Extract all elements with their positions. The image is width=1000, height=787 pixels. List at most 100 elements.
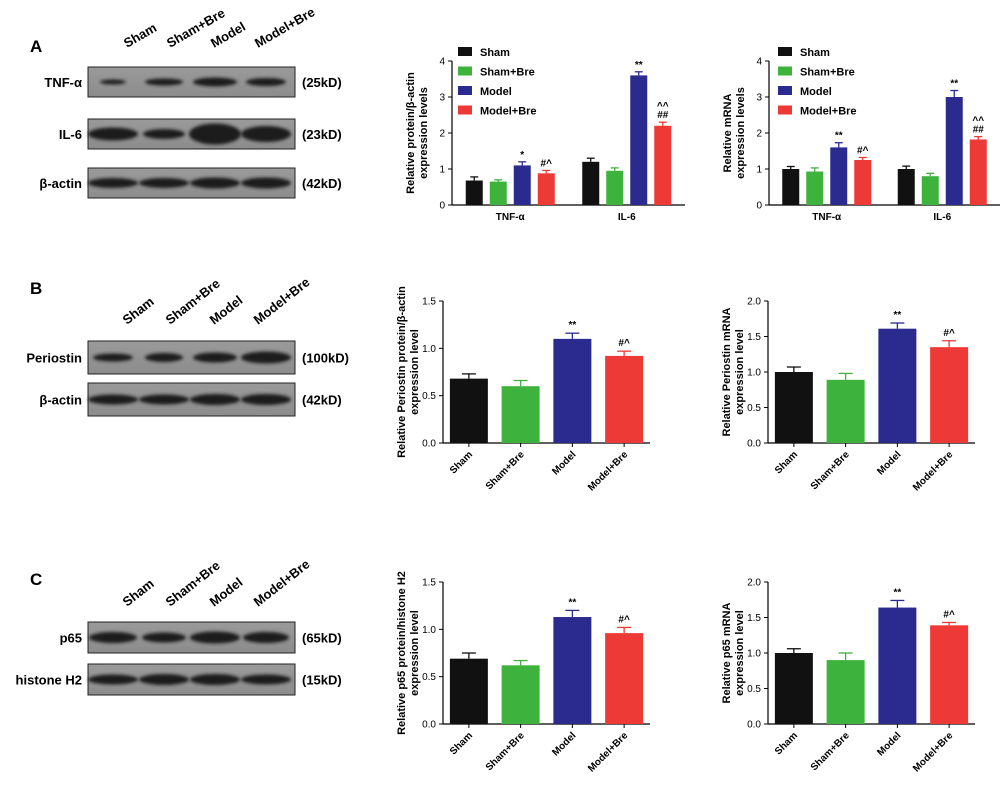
bar <box>854 160 872 205</box>
y-axis-label-line: expression levels <box>418 87 430 179</box>
y-axis-label-line: Relative mRNA <box>722 94 734 173</box>
blot-band <box>139 394 189 405</box>
blot-row-label: Periostin <box>26 351 82 366</box>
x-tick-label: TNF-α <box>496 212 526 223</box>
x-tick-label: Model+Bre <box>911 730 955 774</box>
blot-band <box>190 177 240 189</box>
x-tick-label: Model+Bre <box>911 449 955 493</box>
legend-swatch <box>778 47 792 56</box>
bar <box>930 625 969 724</box>
significance-mark: ^^ <box>972 116 984 127</box>
legend-label: Model+Bre <box>800 106 857 118</box>
legend-swatch <box>458 105 472 115</box>
panel-label-C: C <box>30 570 42 589</box>
x-tick-label: Sham+Bre <box>809 449 852 492</box>
y-tick-label: 0 <box>756 201 762 212</box>
y-tick-label: 0 <box>439 201 445 212</box>
legend-swatch <box>778 66 792 76</box>
blot-size-label: (42kD) <box>302 393 342 408</box>
blot-size-label: (42kD) <box>302 176 342 191</box>
y-tick-label: 1.5 <box>422 578 436 589</box>
y-tick-label: 2 <box>439 129 445 140</box>
significance-mark: ## <box>657 110 669 121</box>
bar <box>605 633 644 724</box>
lane-label-B: Model+Bre <box>251 274 313 327</box>
lane-label-A: Model+Bre <box>252 4 317 50</box>
blot-row-label: histone H2 <box>16 673 82 688</box>
blot-row-label: IL-6 <box>59 127 82 142</box>
y-tick-label: 4 <box>756 57 762 68</box>
y-axis-label: Relative p65 protein/histone H2expressio… <box>396 571 421 735</box>
legend-label: Sham+Bre <box>480 67 535 79</box>
blot-band <box>100 79 126 85</box>
significance-mark: ** <box>835 131 843 142</box>
bar <box>654 125 672 205</box>
bar <box>553 338 592 443</box>
y-tick-label: 1 <box>439 165 445 176</box>
legend-label: Sham <box>800 47 830 59</box>
bar <box>465 180 483 205</box>
significance-mark: ** <box>568 320 576 331</box>
x-tick-label: Sham <box>773 449 800 476</box>
blot-band <box>241 126 291 142</box>
legend-label: Sham <box>480 47 510 59</box>
blot-band <box>190 394 240 405</box>
bar <box>782 169 800 205</box>
significance-mark: #^ <box>618 614 630 625</box>
legend-label: Model <box>800 86 832 98</box>
significance-mark: ** <box>568 597 576 608</box>
y-axis-label-line: expression level <box>734 610 746 696</box>
bar <box>945 97 963 205</box>
y-axis-label-line: Relative p65 protein/histone H2 <box>396 571 408 735</box>
blot-band <box>139 178 189 188</box>
legend-swatch <box>778 86 792 95</box>
blot-row-label: β-actin <box>39 393 82 408</box>
panel-label-A: A <box>30 37 42 56</box>
y-axis-label-line: Relative p65 mRNA <box>721 603 733 704</box>
y-tick-label: 0.5 <box>747 684 761 695</box>
blot-band <box>145 353 183 362</box>
blot-row-label: TNF-α <box>44 75 82 90</box>
lane-label-B: Model <box>207 292 246 327</box>
legend-swatch <box>458 47 472 56</box>
y-axis-label-line: Relative Periostin mRNA <box>721 307 733 436</box>
y-tick-label: 4 <box>439 57 445 68</box>
blot-band <box>145 78 183 86</box>
chart-A1: 0 1 2 3 4 Relative protein/β-actinexpression … <box>405 47 685 223</box>
bar <box>897 169 915 205</box>
significance-mark: ** <box>950 79 958 90</box>
bar <box>774 653 813 724</box>
blot-band <box>246 78 286 86</box>
bar <box>501 665 540 724</box>
y-tick-label: 1 <box>756 165 762 176</box>
x-tick-label: Model <box>550 730 578 758</box>
bar <box>826 660 865 724</box>
y-axis-label-line: expression level <box>409 329 421 415</box>
y-tick-label: 2.0 <box>747 578 761 589</box>
bar <box>630 75 648 206</box>
y-axis-label: Relative Periostin protein/β-actinexpres… <box>396 286 421 458</box>
blot-band <box>241 394 291 405</box>
blot-band <box>88 394 138 405</box>
y-tick-label: 1.5 <box>747 332 761 343</box>
chart-A2: 0 1 2 3 4 Relative mRNAexpression levels ** #^ T… <box>722 47 1000 223</box>
y-axis-label: Relative protein/β-actinexpression level… <box>405 72 430 194</box>
chart-C2: 0.0 0.5 1.0 1.5 2.0 Relative p65 mRNAexpressi… <box>721 578 975 774</box>
bar <box>489 181 507 205</box>
y-axis-label: Relative mRNAexpression levels <box>722 87 747 179</box>
lane-label-C: Model <box>207 574 246 609</box>
y-axis-label-line: expression level <box>734 329 746 415</box>
lane-label-B: Sham <box>120 294 157 328</box>
legend-label: Model+Bre <box>480 106 537 118</box>
y-tick-label: 0.0 <box>422 439 436 450</box>
significance-mark: ** <box>893 587 901 598</box>
bar <box>878 607 917 724</box>
bar <box>537 173 555 205</box>
bar <box>449 378 488 443</box>
panel-label-B: B <box>30 279 42 298</box>
y-tick-label: 1.0 <box>747 368 761 379</box>
